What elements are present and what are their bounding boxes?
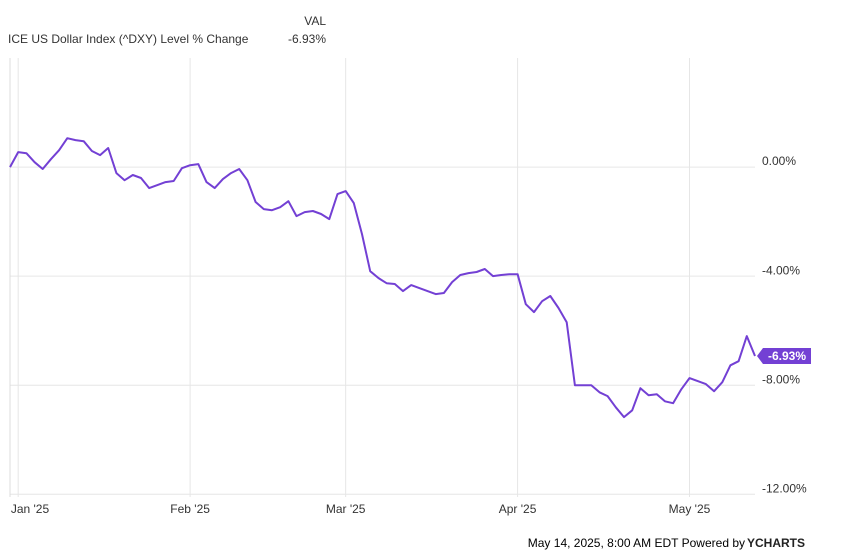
legend-value: -6.93% <box>288 32 326 46</box>
y-tick-label: -4.00% <box>762 263 800 277</box>
value-tag-label: -6.93% <box>768 349 806 363</box>
value-tag <box>757 348 811 365</box>
footer: May 14, 2025, 8:00 AM EDT Powered by <box>528 536 745 550</box>
column-header: VAL <box>304 14 326 28</box>
x-tick-label: Apr '25 <box>499 502 537 516</box>
x-tick-label: Jan '25 <box>11 502 50 516</box>
line <box>9 137 756 419</box>
y-tick-label: -8.00% <box>762 372 800 386</box>
y-tick-label: -12.00% <box>762 481 807 495</box>
x-tick-label: Feb '25 <box>170 502 210 516</box>
x-tick-label: Mar '25 <box>326 502 366 516</box>
legend-label: ICE US Dollar Index (^DXY) Level % Chang… <box>8 32 249 46</box>
y-tick-label: 0.00% <box>762 154 796 168</box>
x-tick-label: May '25 <box>669 502 711 516</box>
brand: YCHARTS <box>747 536 805 550</box>
